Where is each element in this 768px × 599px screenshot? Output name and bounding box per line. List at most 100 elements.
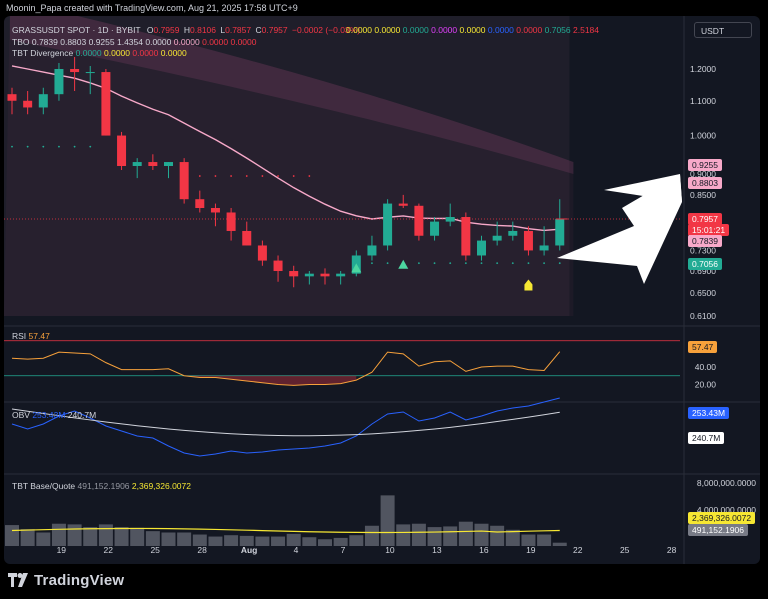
- candle-body: [101, 72, 111, 136]
- rsi-tick-label: 40.00: [695, 362, 717, 372]
- candle-body: [38, 94, 48, 108]
- signal-dot: [449, 262, 452, 265]
- volume-bar: [36, 532, 51, 546]
- legend-tbo-val: 0.8803: [60, 37, 87, 47]
- chart-panel[interactable]: 1.2000 1.1000 1.0000 0.9000 0.8500 0.7300 0.69…: [4, 16, 760, 564]
- legend-h-label: H: [183, 25, 190, 35]
- volume-bar: [474, 523, 489, 546]
- volume-bar: [145, 531, 160, 546]
- legend-tbo-val: 0.7839: [31, 37, 58, 47]
- volume-bar: [396, 524, 411, 546]
- volume-bar: [427, 527, 442, 546]
- time-axis-label: 22: [573, 545, 583, 555]
- rsi-legend: RSI 57.47: [12, 331, 50, 341]
- volume-bar: [271, 536, 286, 546]
- signal-dot: [480, 262, 483, 265]
- signal-dot: [73, 145, 76, 148]
- volume-tick-label: 4,000,000.0000: [697, 505, 756, 515]
- legend-tbo-val: 0.0000: [202, 37, 229, 47]
- volume-bar: [458, 521, 473, 546]
- volume-bar: [67, 524, 82, 546]
- legend-tbo-val: 0.9255: [88, 37, 115, 47]
- candle-body: [164, 162, 173, 166]
- price-badge-tbo-low: 0.7839: [688, 235, 722, 247]
- signal-dot: [42, 145, 45, 148]
- annotation-arrow: [557, 174, 682, 284]
- candle-body: [477, 240, 486, 256]
- volume-legend: TBT Base/Quote 491,152.1906 2,369,326.00…: [12, 481, 191, 491]
- tradingview-logo-icon: [8, 573, 30, 587]
- volume-bar: [552, 542, 567, 546]
- time-axis-label: 10: [385, 545, 395, 555]
- volume-bar: [333, 537, 348, 546]
- price-tick-label: 0.6500: [690, 288, 716, 298]
- candle-body: [367, 245, 377, 256]
- price-tick-label: 1.0000: [690, 131, 716, 141]
- signal-dot: [245, 175, 248, 177]
- candle-body: [210, 208, 220, 213]
- legend-symbol: GRASSUSDT SPOT · 1D · BYBIT: [12, 25, 141, 35]
- legend-ohlc: GRASSUSDT SPOT · 1D · BYBIT O0.7959 H0.8…: [12, 25, 360, 35]
- rsi-tick-label: 20.00: [695, 380, 717, 390]
- time-axis-label: 13: [432, 545, 442, 555]
- candle-body: [539, 245, 549, 251]
- legend-tbo-val: 0.0000: [173, 37, 200, 47]
- candle-body: [195, 199, 205, 209]
- signal-dot: [558, 262, 561, 265]
- volume-bar: [521, 534, 536, 546]
- obv-badge-1: 253.43M: [688, 407, 730, 419]
- obv-badge-2: 240.7M: [688, 432, 725, 444]
- rsi-badge: 57.47: [688, 341, 718, 353]
- volume-bar: [318, 539, 332, 546]
- legend-extra-val: 0.0000: [516, 25, 543, 35]
- legend-extra-val: 0.0000: [402, 25, 429, 35]
- signal-dot: [527, 262, 530, 265]
- legend-tbo: TBO 0.7839 0.8803 0.9255 1.4354 0.0000 0…: [12, 37, 256, 47]
- signal-dot: [89, 145, 92, 148]
- legend-tbo-label: TBO: [12, 37, 30, 47]
- legend-o-label: O: [146, 25, 154, 35]
- signal-dot: [386, 262, 389, 265]
- legend-change: −0.0002 (−0.03%): [292, 25, 361, 35]
- candle-body: [117, 135, 127, 166]
- volume-bar: [349, 535, 364, 546]
- candle-body: [226, 212, 236, 231]
- chart-canvas[interactable]: 1.2000 1.1000 1.0000 0.9000 0.8500 0.7300 0.69…: [4, 16, 760, 564]
- price-tick-label: 0.7300: [690, 245, 716, 255]
- price-badge-support: 0.7056: [688, 258, 722, 270]
- volume-badge-ma: 2,369,326.0072: [688, 512, 756, 524]
- rsi-line: [11, 351, 561, 386]
- signal-dot: [277, 175, 279, 177]
- candle-body: [320, 273, 330, 277]
- volume-bar: [505, 529, 520, 546]
- obv-ma-line: [11, 408, 560, 437]
- price-tick-label: 0.6100: [690, 311, 716, 321]
- signal-dot: [198, 175, 201, 177]
- candle-body: [148, 162, 158, 166]
- candle-body: [257, 245, 267, 261]
- currency-button[interactable]: USDT: [694, 22, 752, 38]
- signal-dot: [308, 175, 311, 177]
- legend-extra-val: 0.0000: [346, 25, 372, 35]
- volume-bar: [224, 535, 239, 546]
- price-badge-tbo-mid: 0.8803: [688, 177, 722, 189]
- time-axis-label: 7: [341, 545, 346, 555]
- legend-divergence: TBT Divergence 0.0000 0.0000 0.0000 0.00…: [12, 48, 187, 58]
- legend-l-label: L: [220, 25, 226, 35]
- time-axis-label: 19: [526, 545, 536, 555]
- candle-body: [383, 203, 393, 246]
- tbo-cloud-outer: [4, 16, 570, 316]
- candle-body: [492, 235, 502, 241]
- legend-c-label: C: [255, 25, 262, 35]
- obv-line: [11, 397, 560, 457]
- candle-body: [132, 162, 142, 166]
- volume-bar: [177, 532, 192, 546]
- candle-body: [461, 217, 471, 256]
- time-axis-label: 19: [57, 545, 67, 555]
- volume-badge-last: 491,152.1906: [688, 524, 748, 536]
- legend-tbo-val: 0.0000: [145, 37, 172, 47]
- signal-dot: [464, 262, 467, 265]
- volume-bar: [302, 537, 317, 546]
- candle-body: [23, 100, 33, 108]
- volume-bar: [411, 523, 426, 546]
